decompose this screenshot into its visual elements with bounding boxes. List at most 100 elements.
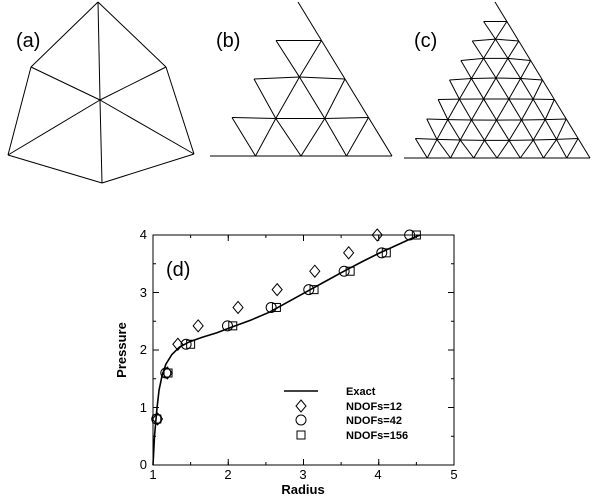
mesh-edge — [473, 140, 485, 159]
mesh-edge — [414, 138, 428, 159]
data-point-ndofs-156 — [186, 339, 196, 349]
legend-label-ndofs-42: NDOFs=42 — [346, 415, 402, 427]
mesh-edge — [494, 1, 508, 22]
panel-label-d: (d) — [166, 259, 190, 281]
mesh-edge — [483, 21, 496, 40]
y-tick-label: 2 — [140, 342, 147, 357]
mesh-edge — [436, 138, 461, 141]
mesh-edge — [495, 77, 510, 100]
axis-ticks — [152, 234, 455, 466]
mesh-panel-c — [404, 1, 591, 159]
data-point-ndofs-42 — [180, 338, 192, 350]
mesh-edge — [521, 119, 534, 141]
data-point-ndofs-156 — [345, 266, 355, 276]
x-tick-label: 3 — [299, 467, 306, 482]
mesh-edge — [346, 117, 369, 157]
y-tick-label: 0 — [140, 457, 147, 472]
mesh-edge — [484, 119, 497, 141]
mesh-edge — [321, 40, 346, 80]
mesh-edge — [496, 140, 510, 159]
mesh-edge — [484, 140, 498, 159]
mesh-edge — [437, 99, 449, 120]
mesh-edge — [426, 118, 438, 140]
mesh-edge — [231, 117, 256, 157]
mesh-edge — [299, 76, 326, 119]
mesh-edge — [495, 38, 519, 42]
mesh-edge — [556, 138, 579, 140]
data-point-ndofs-42 — [151, 413, 163, 425]
mesh-edge — [508, 119, 522, 141]
data-point-ndofs-12 — [309, 264, 321, 279]
mesh-edge — [566, 138, 579, 159]
data-point-ndofs-42 — [265, 301, 277, 313]
mesh-edge — [460, 57, 484, 61]
mesh-edge — [324, 117, 369, 119]
mesh-edge — [520, 78, 534, 100]
mesh-edge — [450, 139, 461, 159]
mesh-edge — [344, 78, 369, 118]
data-point-ndofs-156 — [152, 414, 162, 424]
mesh-edge — [543, 139, 557, 159]
data-point-ndofs-12 — [192, 319, 204, 333]
mesh-edge — [533, 138, 557, 141]
mesh-edge — [532, 139, 544, 159]
panel-label-a: (a) — [16, 30, 40, 52]
mesh-edge — [530, 60, 543, 81]
mesh-edge — [508, 140, 521, 159]
data-point-ndofs-12 — [232, 300, 244, 315]
data-point-ndofs-156 — [271, 302, 281, 312]
mesh-edge — [253, 78, 277, 119]
mesh-edge — [483, 77, 497, 100]
mesh-edge — [300, 118, 326, 157]
y-tick-label: 3 — [140, 285, 147, 300]
mesh-edge — [565, 118, 579, 139]
mesh-edge — [470, 58, 484, 79]
mesh-edge — [447, 98, 460, 120]
mesh-edge — [496, 119, 510, 141]
mesh-edge — [519, 139, 534, 159]
mesh-edge — [426, 118, 448, 121]
data-point-ndofs-42 — [376, 247, 388, 259]
mesh-edge — [556, 118, 567, 140]
mesh-edge — [507, 57, 531, 61]
legend-swatch-ndofs-42 — [295, 414, 307, 426]
mesh-edge — [553, 99, 567, 120]
data-point-ndofs-42 — [160, 367, 172, 379]
mesh-edge — [532, 98, 546, 120]
mesh-edge — [324, 118, 347, 157]
mesh-edge — [483, 58, 497, 79]
mesh-edge — [436, 139, 451, 159]
data-point-ndofs-42 — [338, 265, 350, 277]
mesh-edge — [471, 98, 485, 121]
data-point-ndofs-156 — [228, 321, 238, 331]
mesh-edge — [253, 76, 300, 80]
data-point-ndofs-156 — [381, 248, 391, 258]
x-tick-label: 2 — [224, 467, 231, 482]
data-point-ndofs-12 — [271, 282, 283, 297]
mesh-edge — [231, 117, 276, 119]
x-tick-labels: 1 2 3 4 5 — [149, 467, 457, 482]
legend-label-ndofs-156: NDOFs=156 — [346, 430, 408, 442]
mesh-edge — [507, 58, 521, 79]
mesh-edge — [299, 76, 346, 80]
y-tick-labels: 0 1 2 3 4 — [140, 227, 147, 472]
data-point-ndofs-12 — [342, 246, 355, 260]
legend-label-ndofs-12: NDOFs=12 — [346, 401, 402, 413]
mesh-edge — [275, 76, 300, 119]
panel-label-b: (b) — [216, 30, 240, 52]
mesh-edge — [460, 60, 472, 79]
x-tick-label: 4 — [374, 467, 381, 482]
data-point-ndofs-42 — [221, 320, 233, 332]
legend-swatch-ndofs-156 — [296, 430, 306, 440]
mesh-edge — [471, 119, 485, 141]
mesh-edge — [532, 119, 546, 141]
mesh-edge — [495, 38, 509, 59]
legend-label-exact: Exact — [346, 386, 376, 398]
mesh-edge — [368, 117, 393, 157]
mesh-edge — [299, 40, 322, 78]
data-point-ndofs-156 — [163, 368, 173, 378]
mesh-edge — [447, 119, 461, 141]
legend-swatch-ndofs-12 — [295, 399, 307, 413]
data-point-ndofs-42 — [303, 284, 315, 296]
mesh-edge — [458, 98, 472, 121]
